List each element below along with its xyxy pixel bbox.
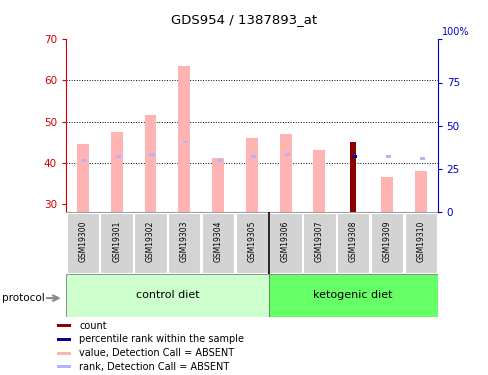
Bar: [268, 274, 437, 317]
Bar: [349, 142, 356, 212]
Bar: [414, 171, 426, 212]
Text: rank, Detection Call = ABSENT: rank, Detection Call = ABSENT: [79, 362, 229, 372]
Text: GSM19308: GSM19308: [348, 221, 357, 262]
Bar: [149, 153, 154, 156]
Text: GSM19302: GSM19302: [146, 221, 155, 262]
Bar: [385, 155, 390, 158]
Bar: [202, 213, 234, 273]
Bar: [144, 116, 156, 212]
Bar: [250, 155, 255, 158]
Bar: [313, 150, 325, 212]
Bar: [336, 213, 368, 273]
Text: control diet: control diet: [135, 290, 199, 300]
Bar: [212, 159, 224, 212]
Text: GSM19300: GSM19300: [78, 221, 87, 262]
Bar: [100, 213, 133, 273]
Bar: [183, 141, 188, 143]
Bar: [57, 365, 71, 368]
Bar: [404, 213, 436, 273]
Text: GSM19305: GSM19305: [247, 221, 256, 262]
Bar: [168, 213, 200, 273]
Text: GSM19303: GSM19303: [180, 221, 188, 262]
Bar: [57, 338, 71, 341]
Bar: [66, 274, 268, 317]
Bar: [217, 159, 222, 162]
Text: GSM19301: GSM19301: [112, 221, 121, 262]
Bar: [380, 177, 392, 212]
Bar: [57, 351, 71, 354]
Text: GSM19307: GSM19307: [314, 221, 323, 262]
Bar: [178, 66, 190, 212]
Bar: [351, 155, 357, 158]
Bar: [134, 213, 166, 273]
Bar: [57, 324, 71, 327]
Bar: [284, 153, 289, 156]
Text: GSM19310: GSM19310: [415, 221, 425, 262]
Text: percentile rank within the sample: percentile rank within the sample: [79, 334, 244, 344]
Text: GSM19304: GSM19304: [213, 221, 222, 262]
Bar: [245, 138, 257, 212]
Bar: [370, 213, 403, 273]
Text: ketogenic diet: ketogenic diet: [313, 290, 392, 300]
Bar: [279, 134, 291, 212]
Text: 100%: 100%: [441, 27, 468, 37]
Text: GSM19306: GSM19306: [281, 221, 289, 262]
Text: count: count: [79, 321, 107, 331]
Text: GSM19309: GSM19309: [382, 221, 391, 262]
Bar: [419, 157, 424, 160]
Bar: [81, 159, 87, 162]
Text: value, Detection Call = ABSENT: value, Detection Call = ABSENT: [79, 348, 234, 358]
Bar: [235, 213, 267, 273]
Bar: [116, 155, 121, 158]
Bar: [303, 213, 335, 273]
Bar: [111, 132, 122, 212]
Text: protocol: protocol: [2, 293, 45, 303]
Bar: [66, 213, 99, 273]
Text: GDS954 / 1387893_at: GDS954 / 1387893_at: [171, 13, 317, 26]
Bar: [77, 144, 89, 212]
Bar: [269, 213, 301, 273]
